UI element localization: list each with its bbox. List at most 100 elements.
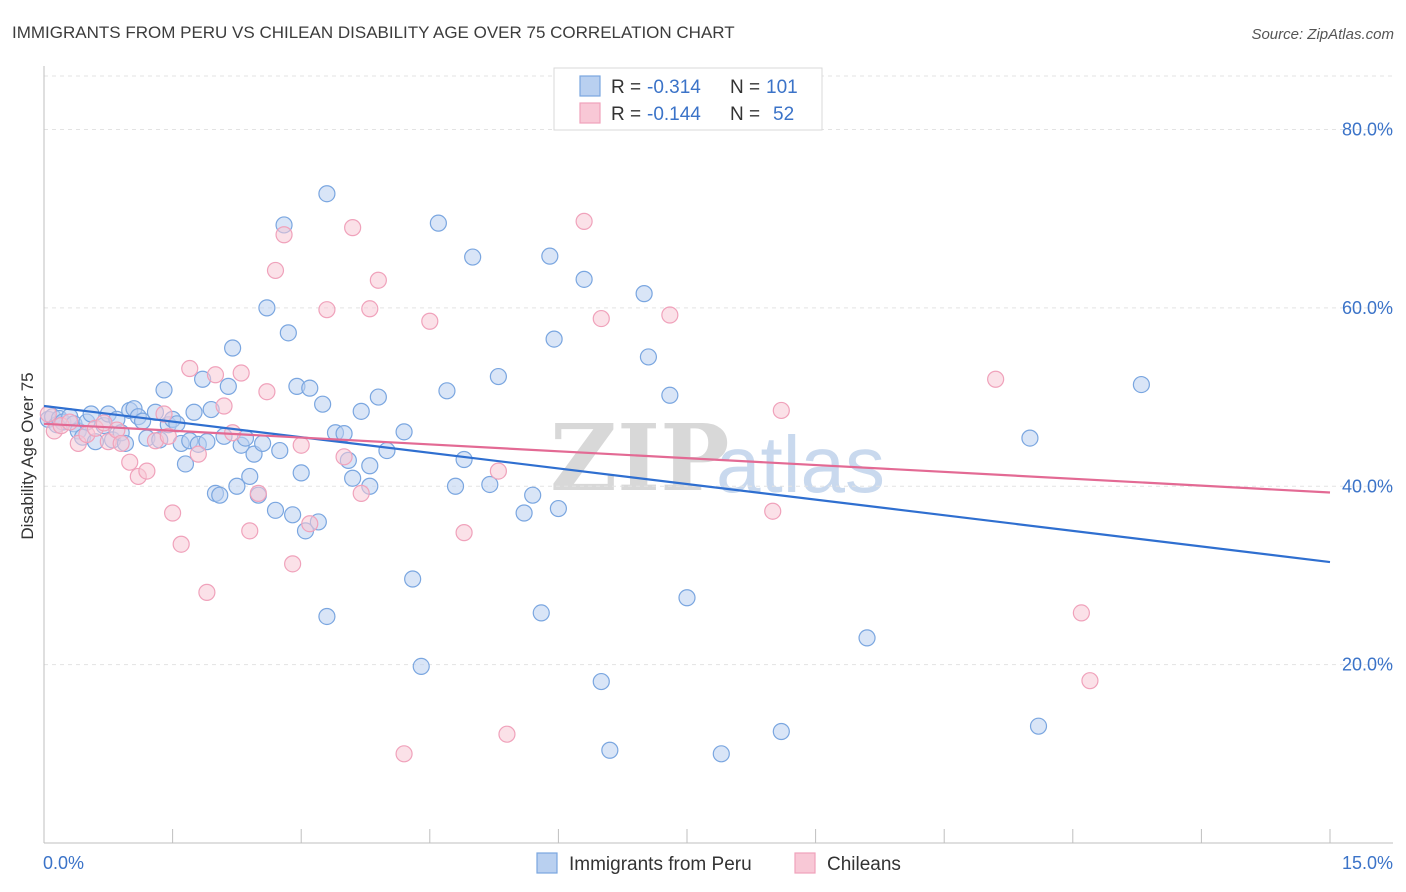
data-point [211, 486, 229, 504]
data-point [172, 535, 190, 553]
data-point [639, 348, 658, 366]
legend-swatch-peru [536, 852, 558, 874]
y-tick-label: 40.0% [1342, 476, 1393, 496]
data-point [464, 248, 482, 266]
data-point [1081, 672, 1099, 690]
stats-r-value-chileans: -0.144 [647, 104, 701, 125]
data-point [489, 462, 507, 480]
stats-r-value-peru: -0.314 [647, 77, 701, 98]
data-point [301, 515, 319, 533]
data-point [421, 312, 439, 330]
data-point [455, 450, 473, 469]
data-point [661, 386, 679, 404]
data-point [318, 185, 336, 203]
chart-title: IMMIGRANTS FROM PERU VS CHILEAN DISABILI… [12, 23, 735, 42]
data-point [219, 377, 237, 395]
data-point [198, 433, 216, 451]
data-point [404, 570, 422, 588]
data-point [549, 499, 568, 518]
data-point [858, 629, 876, 647]
data-point [266, 501, 285, 519]
data-point [206, 366, 225, 384]
data-point [378, 441, 396, 460]
data-point [189, 445, 207, 463]
data-point [292, 464, 310, 482]
data-point [284, 506, 302, 524]
data-point [275, 226, 293, 244]
data-point [352, 484, 370, 502]
data-point [712, 745, 730, 763]
data-point [481, 475, 499, 494]
trend-line-chileans [43, 422, 1331, 494]
data-point [335, 448, 353, 466]
data-point [1132, 375, 1150, 394]
stats-n-value-chileans: 52 [773, 104, 794, 125]
data-point [369, 388, 387, 406]
data-point [121, 453, 139, 471]
data-point [498, 725, 516, 743]
trend-line-peru [43, 404, 1331, 564]
data-point [575, 270, 593, 288]
scatter-points [39, 185, 1150, 763]
data-point [112, 434, 130, 453]
data-point [489, 367, 507, 386]
data-point [575, 212, 593, 230]
y-tick-labels: 20.0% 40.0% 60.0% 80.0% [1342, 120, 1393, 675]
data-point [344, 219, 362, 237]
data-point [301, 379, 319, 397]
bottom-legend: Immigrants from Peru Chileans [536, 852, 901, 875]
data-point [592, 309, 610, 328]
data-point [198, 583, 216, 601]
data-point [266, 261, 285, 280]
stats-r-label-chileans: R = [611, 104, 641, 125]
x-tick-label-min: 0.0% [43, 853, 84, 873]
data-point [446, 477, 465, 495]
data-point [185, 403, 203, 421]
data-point [258, 383, 276, 401]
y-tick-label: 20.0% [1342, 655, 1393, 675]
data-point [284, 555, 302, 573]
data-point [532, 604, 550, 622]
data-point [292, 436, 310, 454]
data-point [987, 370, 1005, 388]
data-point [772, 722, 790, 741]
data-point [352, 402, 370, 420]
data-point [1029, 717, 1048, 735]
trend-lines [43, 404, 1331, 564]
data-point [318, 607, 336, 626]
data-point [395, 745, 413, 763]
data-point [155, 405, 173, 423]
stats-n-label-peru: N = [730, 77, 760, 98]
data-point [176, 455, 195, 473]
data-point [61, 413, 79, 431]
stats-legend: R = -0.314 N = 101 R = -0.144 N = 52 [553, 67, 823, 131]
stats-legend-swatch-peru [579, 75, 601, 97]
data-point [181, 359, 199, 378]
legend-label-peru: Immigrants from Peru [569, 854, 752, 875]
data-point [138, 462, 156, 480]
data-point [224, 339, 242, 357]
data-point [271, 441, 289, 460]
y-tick-label: 60.0% [1342, 298, 1393, 318]
data-point [228, 477, 246, 495]
data-point [541, 247, 559, 265]
legend-swatch-chileans [794, 852, 816, 874]
data-point [241, 467, 259, 486]
data-point [438, 382, 456, 400]
data-point [318, 301, 336, 319]
y-axis-label: Disability Age Over 75 [18, 372, 37, 539]
data-point [455, 524, 473, 542]
data-point [258, 299, 276, 317]
x-tick-label-max: 15.0% [1342, 853, 1393, 873]
stats-legend-swatch-chileans [579, 102, 601, 124]
data-point [314, 395, 332, 413]
data-point [678, 589, 696, 607]
data-point [232, 364, 250, 382]
chart-source: Source: ZipAtlas.com [1251, 26, 1394, 43]
data-point [254, 434, 272, 453]
data-point [772, 401, 790, 420]
stats-n-label-chileans: N = [730, 104, 760, 125]
data-point [764, 502, 782, 520]
data-point [1021, 429, 1039, 447]
